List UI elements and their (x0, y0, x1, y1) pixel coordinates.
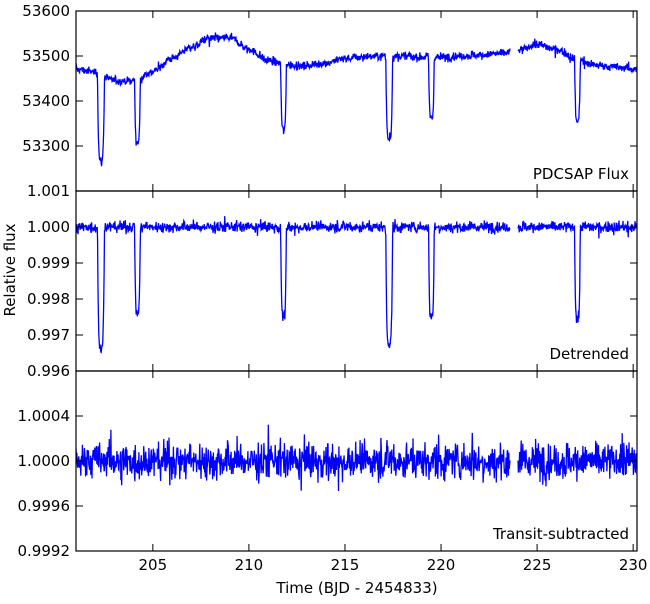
x-tick-label: 230 (619, 556, 648, 574)
y-tick-label: 0.9992 (18, 542, 71, 560)
y-tick-label: 0.997 (27, 326, 70, 344)
panel-label-1: PDCSAP Flux (533, 165, 629, 183)
y-axis-label: Relative flux (1, 223, 19, 316)
y-tick-label: 0.996 (27, 362, 70, 380)
x-tick-label: 210 (235, 556, 264, 574)
series-line-2 (76, 216, 637, 354)
y-tick-label: 1.001 (27, 182, 70, 200)
panel-label-2: Detrended (549, 345, 629, 363)
series-line-3 (76, 424, 637, 492)
y-tick-label: 53300 (22, 137, 70, 155)
y-tick-label: 0.9996 (18, 497, 71, 515)
x-axis-label: Time (BJD - 2454833) (275, 579, 437, 597)
y-tick-label: 1.0000 (18, 452, 71, 470)
x-tick-label: 205 (139, 556, 168, 574)
panel-frame-2 (75, 190, 638, 372)
panel-2: 0.996 0.997 0.998 0.999 1.000 1.001 Detrended (27, 182, 638, 380)
panel-frame-1 (75, 10, 638, 192)
y-tick-label: 53500 (22, 47, 70, 65)
x-axis-ticks: 205 210 215 220 225 230 (139, 556, 648, 574)
y-tick-label: 1.000 (27, 218, 70, 236)
y-tick-label: 1.0004 (18, 407, 71, 425)
panel-1: 53300 53400 53500 53600 PDCSAP Flux (22, 2, 638, 192)
panel-label-3: Transit-subtracted (492, 525, 629, 543)
y-tick-label: 0.999 (27, 254, 70, 272)
x-tick-label: 225 (523, 556, 552, 574)
series-line-1 (76, 32, 637, 167)
y-tick-label: 0.998 (27, 290, 70, 308)
x-tick-label: 220 (427, 556, 456, 574)
panel-3: 0.9992 0.9996 1.0000 1.0004 Transit-subtract… (18, 370, 638, 560)
y-tick-label: 53400 (22, 92, 70, 110)
y-tick-label: 53600 (22, 2, 70, 20)
x-tick-label: 215 (331, 556, 360, 574)
